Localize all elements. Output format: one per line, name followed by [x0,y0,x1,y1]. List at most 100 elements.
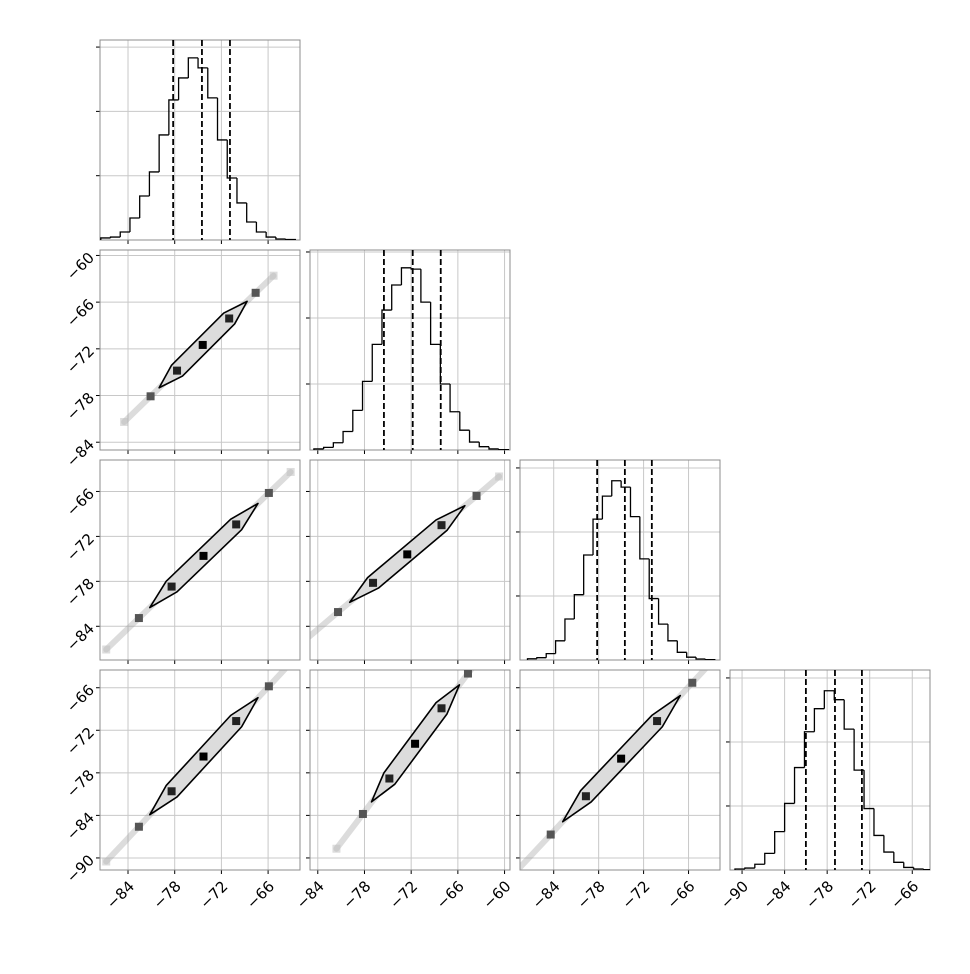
panel-frame [729,669,931,871]
histogram-step [488,446,499,450]
x-tick-label: −66 [433,877,468,912]
histogram-step [468,430,480,443]
x-tick-label: −72 [618,877,653,912]
panel [516,459,721,664]
panel-frame [309,459,511,661]
histogram-step [734,868,745,870]
density-point [437,521,446,530]
panel-frame [519,459,721,661]
x-tick-label: −72 [386,877,421,912]
scatter [310,472,504,640]
x-tick-label: −84 [103,877,138,912]
histogram-step [629,487,640,518]
histogram-step [361,380,373,411]
histogram-step [342,430,353,443]
histogram [734,670,930,870]
histogram-step [332,442,344,448]
histogram-step [459,411,470,431]
histogram-step [545,652,556,658]
histogram-step [207,67,218,99]
histogram-step [620,480,631,488]
histogram-step [352,409,363,432]
histogram-step [793,766,805,804]
histogram-step [197,57,208,69]
histogram-step [381,309,392,345]
panel: −84 −78 −72 −66 [516,654,721,912]
histogram-step [803,731,815,768]
x-tick-label: −84 [529,877,564,912]
density-point [264,682,273,691]
histogram-step [686,652,697,658]
histogram-step [863,770,874,810]
histogram-step [100,237,111,240]
histogram-step [158,134,169,172]
panel: −90 −84 −78 −72 −66 [717,669,931,912]
histogram-step [893,852,904,863]
histogram-step [754,863,765,869]
histogram-step [657,598,668,625]
histogram-step [592,518,603,556]
density-point [385,774,394,783]
histogram-step [119,231,130,238]
y-tick-label: −66 [63,485,98,520]
histogram-step [583,554,594,595]
x-tick-label: −84 [760,877,795,912]
panel-frame [309,249,511,451]
histogram-step [284,238,296,240]
histogram-step [903,862,914,869]
histogram-step [611,480,622,497]
panel-frame [99,39,301,241]
x-tick-label: −60 [479,877,514,912]
y-tick-label: −78 [63,766,98,801]
density-point [437,704,446,713]
density-point [286,467,295,476]
x-tick-label: −72 [845,877,880,912]
density-point [173,366,182,375]
panel [96,39,301,244]
density-point [232,717,241,726]
y-tick-label: −84 [63,809,98,844]
density-point [472,491,481,500]
histogram-step [695,657,706,660]
x-tick-label: −66 [887,877,922,912]
density-point [134,822,143,831]
panel-frame [519,669,721,871]
density-point [102,857,111,866]
histogram-step [478,442,489,448]
x-tick-label: −78 [150,877,185,912]
x-tick-label: −66 [243,877,278,912]
density-point [369,578,378,587]
histogram-step [410,267,421,270]
histogram-step [313,448,324,450]
density-point [146,392,155,401]
y-tick-label: −66 [63,295,98,330]
histogram-step [883,835,894,853]
density-point [712,654,720,662]
panel-frame [309,669,511,871]
y-tick-label: −66 [63,681,98,716]
histogram-step [216,97,228,141]
histogram-step [853,729,865,771]
density-point [688,678,697,687]
y-tick-label: −78 [63,575,98,610]
histogram-step [109,236,121,238]
density-point [120,417,129,426]
histogram-step [573,594,584,620]
panel-frame [99,669,301,871]
x-tick-label: −78 [339,877,374,912]
histogram-step [322,446,334,449]
density-point [232,520,241,529]
histogram-step [449,383,460,413]
y-tick-label: −90 [63,851,98,886]
panel [306,459,511,664]
density-point [167,582,176,591]
scatter [102,467,295,654]
histogram-step [536,657,547,659]
density-point [463,670,472,678]
y-tick-label: −78 [63,389,98,424]
x-tick-label: −84 [293,877,328,912]
panel: −84 −78 −72 −66 [63,459,301,664]
density-point [411,739,420,748]
